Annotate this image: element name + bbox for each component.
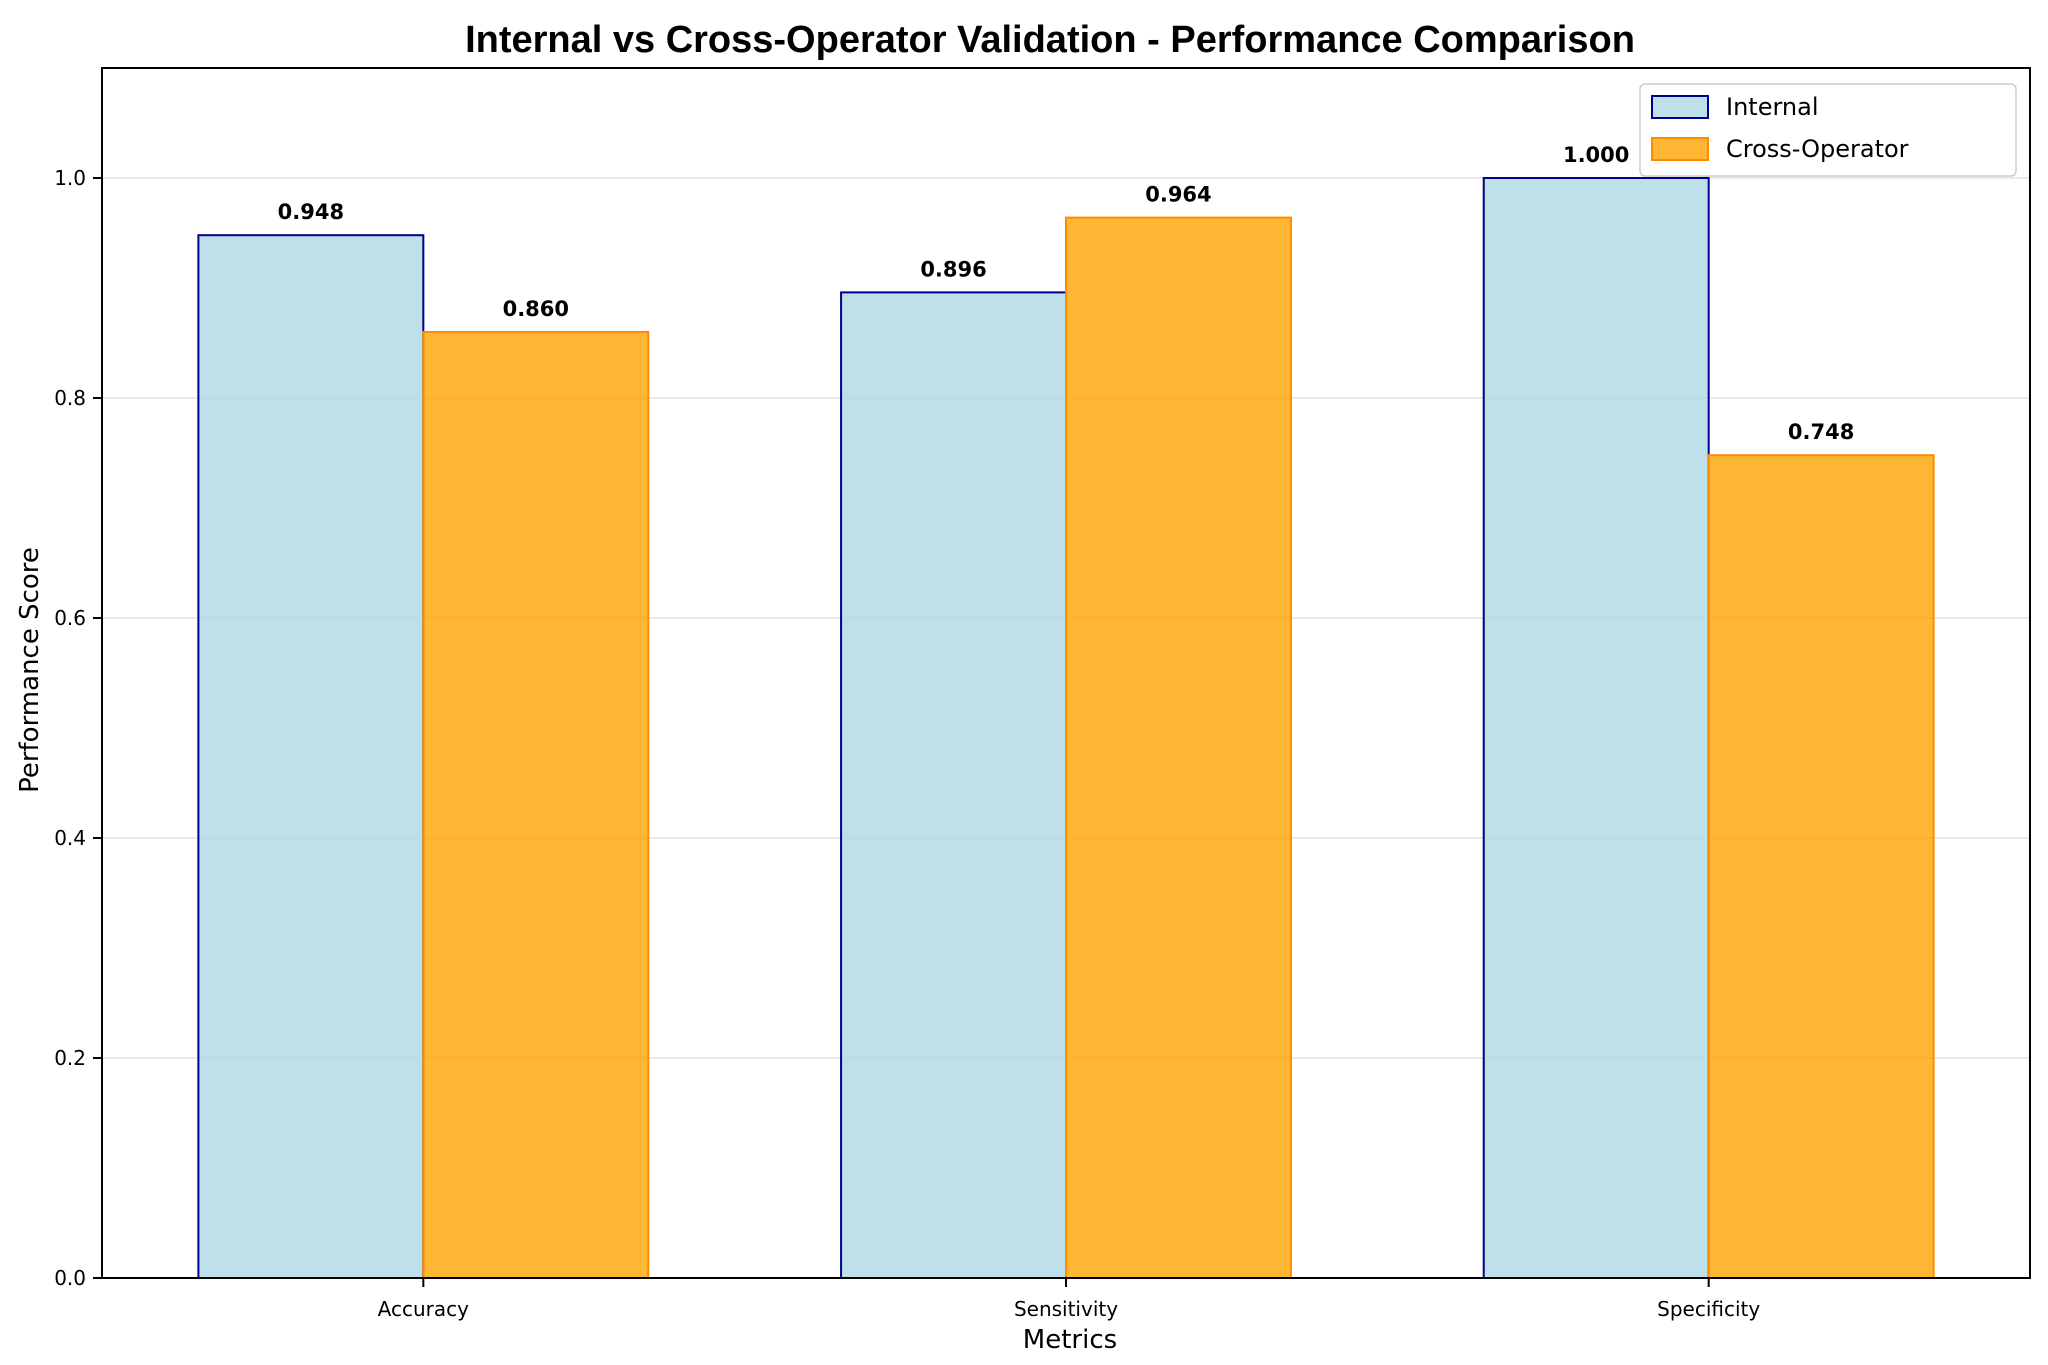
bar-value-label: 0.948 [278,200,344,224]
legend-label: Cross-Operator [1726,135,1909,163]
bar [197,234,425,1280]
y-axis-label: Performance Score [15,547,45,793]
value-labels-layer: 0.948 0.896 1.000 0.860 0.964 0.748 [278,143,1855,444]
x-axis-label: Metrics [1023,1325,1117,1355]
y-tick-label: 1.0 [54,166,86,190]
bar-value-label: 0.964 [1145,183,1211,207]
bar-value-label: 0.896 [920,257,986,281]
y-tick-label: 0.0 [54,1266,86,1290]
axes-layer: 0.0 0.2 0.4 0.6 0.8 1.0 Accuracy Sensitivity Spe… [54,166,1760,1321]
legend-swatch [1651,95,1709,119]
y-tick-label: 0.6 [54,606,86,630]
y-tick-label: 0.2 [54,1046,86,1070]
legend-box [1639,83,2017,177]
x-tick-label: Accuracy [378,1297,469,1321]
chart-title: Internal vs Cross-Operator Validation - … [465,19,1635,61]
x-tick-label: Sensitivity [1014,1297,1118,1321]
bar [422,331,650,1279]
legend-swatch [1651,137,1709,161]
bar [840,291,1067,1279]
y-tick-label: 0.8 [54,386,86,410]
legend: Internal Cross-Operator [1639,83,2017,177]
bar-value-label: 0.860 [503,297,569,321]
x-tick-label: Specificity [1657,1297,1760,1321]
y-tick-label: 0.4 [54,826,86,850]
bar [1707,454,1935,1279]
bars-layer [197,177,1935,1280]
legend-label: Internal [1726,93,1819,121]
bar-value-label: 0.748 [1788,420,1854,444]
bar [1482,177,1710,1279]
bar [1065,216,1292,1280]
bar-value-label: 1.000 [1563,143,1629,167]
